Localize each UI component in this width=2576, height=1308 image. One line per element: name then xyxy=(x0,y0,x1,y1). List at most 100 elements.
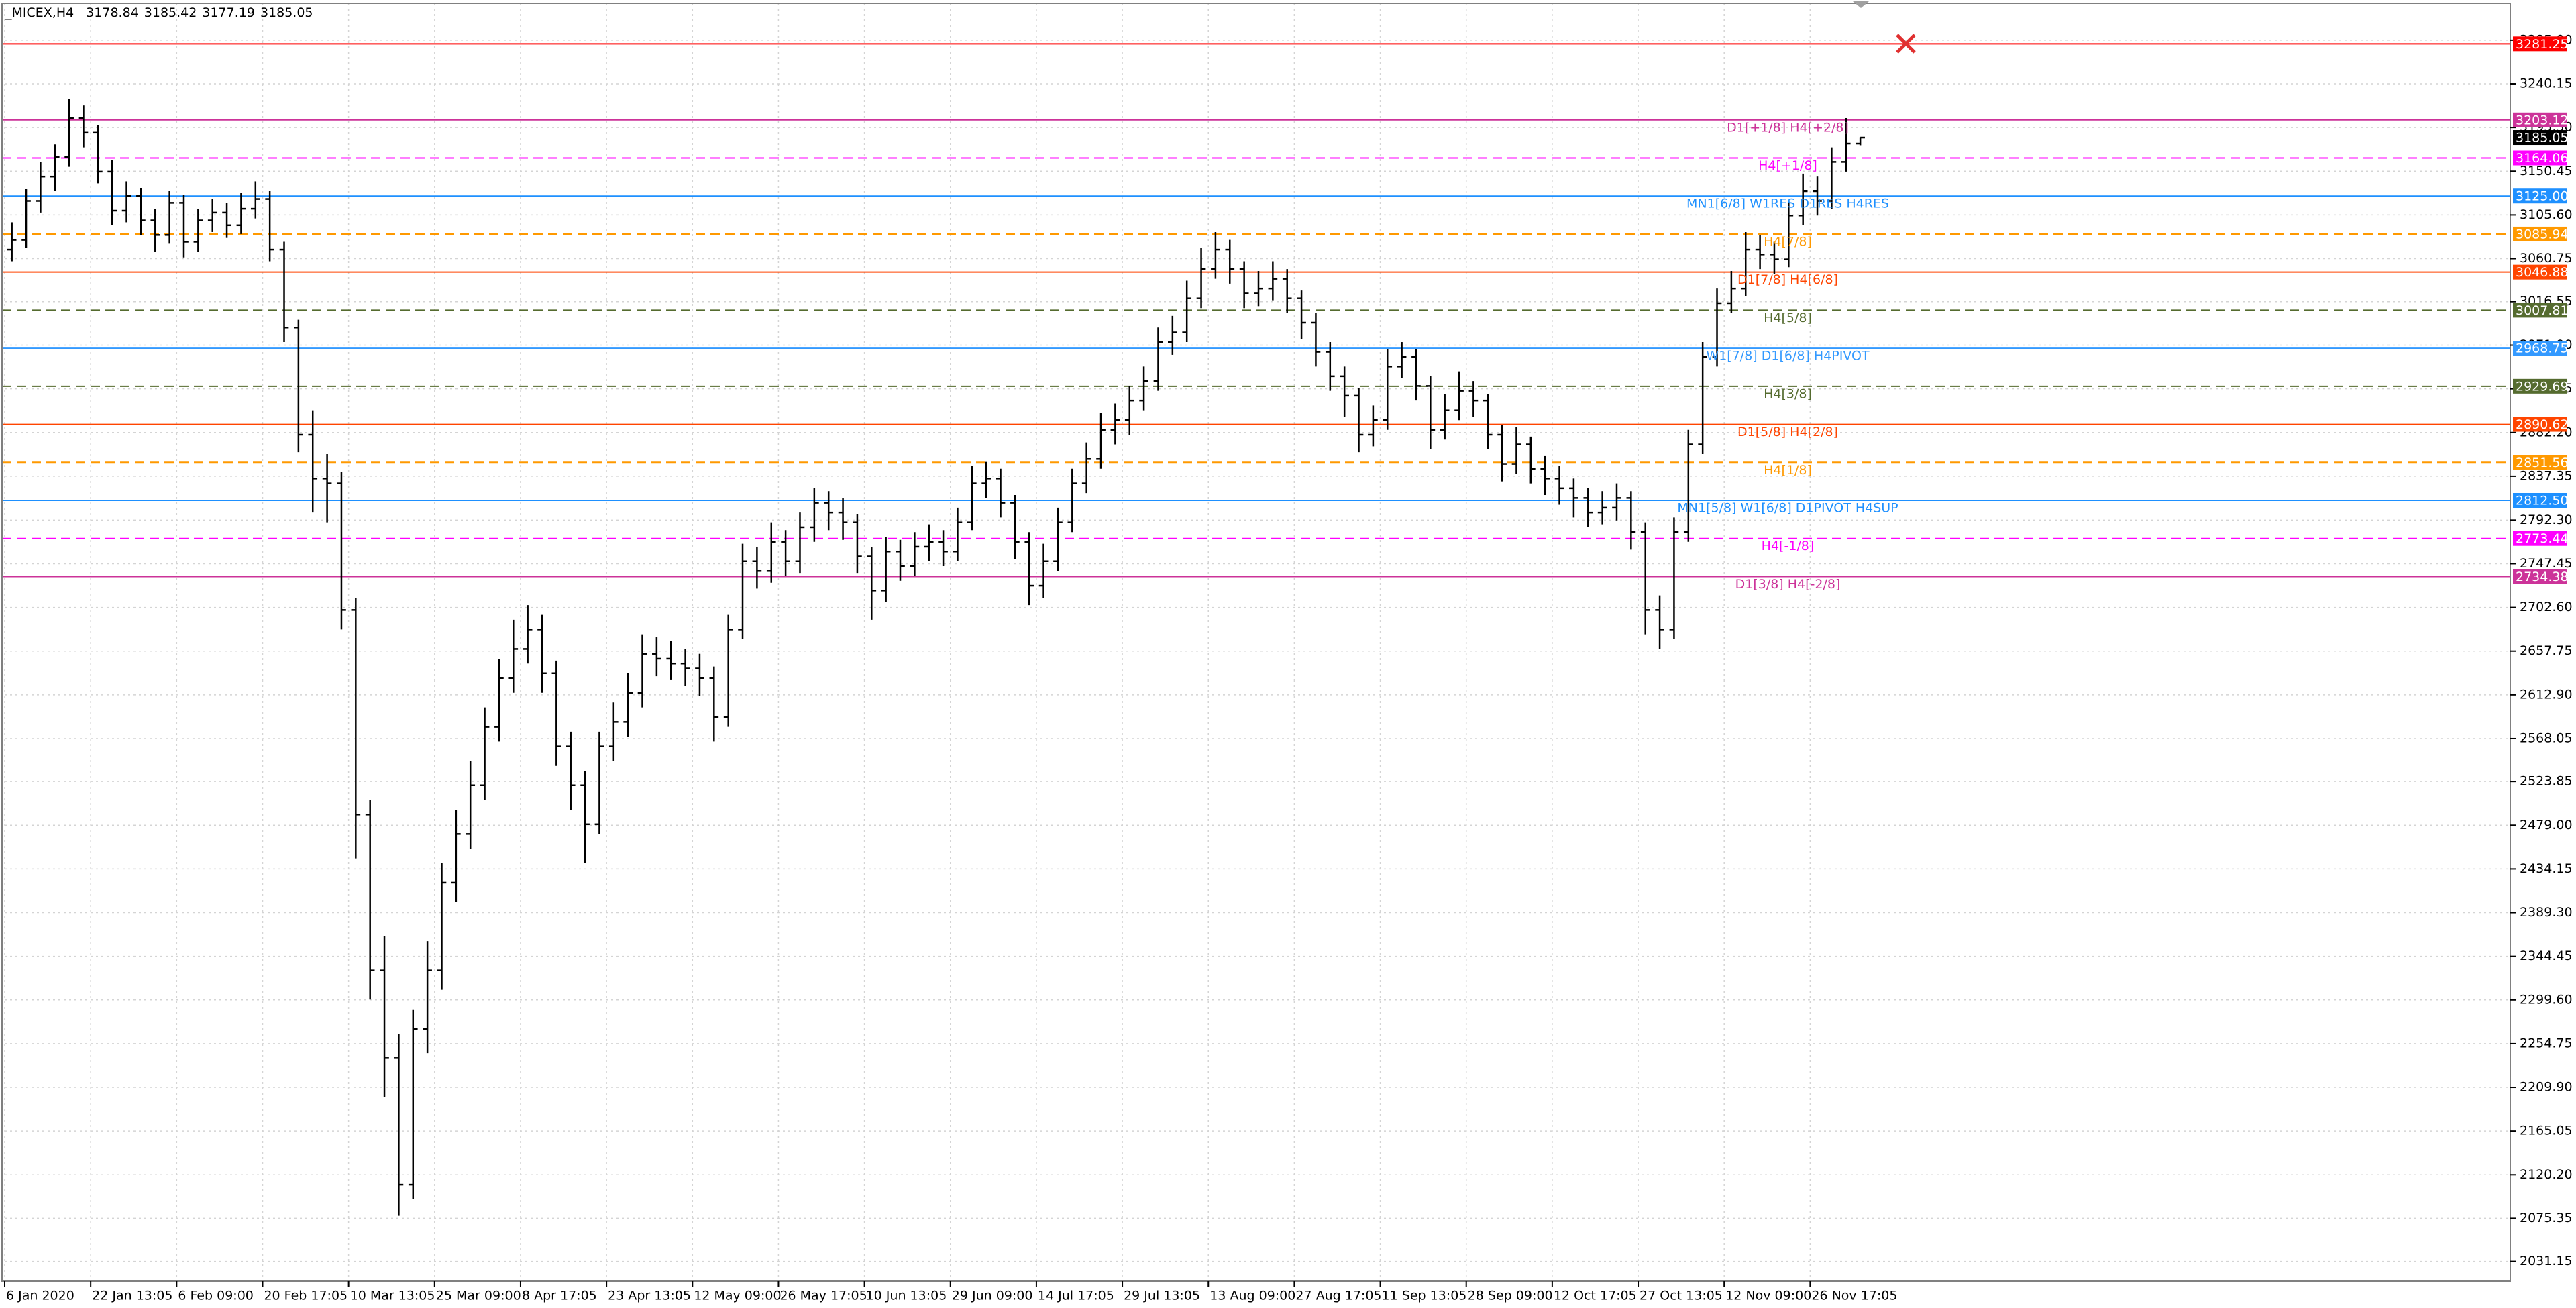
ohlc-bar xyxy=(1354,388,1364,453)
ohlc-bar xyxy=(723,614,733,727)
ohlc-bar xyxy=(1813,176,1822,216)
x-tick-label: 29 Jun 09:00 xyxy=(952,1289,1033,1303)
ohlc-bar xyxy=(1626,491,1636,550)
x-tick-label: 28 Sep 09:00 xyxy=(1468,1289,1553,1303)
ohlc-bar xyxy=(781,530,790,576)
ohlc-bar xyxy=(1856,136,1865,146)
close-icon[interactable] xyxy=(1896,34,1916,54)
ohlc-bar xyxy=(1583,488,1593,527)
ohlc-value: 3185.05 xyxy=(260,5,313,20)
ohlc-bar xyxy=(121,181,131,223)
level-label: H4[3/8] xyxy=(1764,386,1812,401)
ohlc-value: 3177.19 xyxy=(202,5,255,20)
ohlc-bar xyxy=(1655,595,1664,649)
x-tick-label: 10 Mar 13:05 xyxy=(350,1289,435,1303)
level-price-label: 3164.06 xyxy=(2516,151,2569,166)
ohlc-bar xyxy=(551,660,561,766)
ohlc-bar xyxy=(1340,366,1349,417)
ohlc-bar xyxy=(308,410,318,513)
ohlc-bar xyxy=(1770,241,1779,274)
ohlc-bar xyxy=(1081,442,1091,494)
ohlc-bar xyxy=(437,863,447,990)
level-price-label: 2851.56 xyxy=(2516,455,2569,470)
ohlc-bar xyxy=(1554,466,1564,505)
ohlc-bar xyxy=(1182,280,1192,343)
ohlc-bar xyxy=(1225,239,1235,284)
y-tick-label: 2165.05 xyxy=(2520,1124,2573,1138)
level-price-box xyxy=(2513,188,2567,204)
plot-frame xyxy=(1,3,2511,1282)
y-tick-label: 2523.85 xyxy=(2520,774,2573,789)
ohlc-bar xyxy=(1325,342,1335,391)
ohlc-bar xyxy=(1010,495,1020,559)
current-price-label: 3185.05 xyxy=(2516,131,2569,146)
y-tick-label: 2209.90 xyxy=(2520,1080,2573,1095)
close-button[interactable] xyxy=(1896,34,1916,54)
level-label: H4[5/8] xyxy=(1764,311,1812,325)
level-label: H4[+1/8] xyxy=(1758,158,1817,173)
ohlc-bar xyxy=(1211,231,1220,279)
ohlc-bar xyxy=(250,181,260,219)
ohlc-bar xyxy=(1483,393,1493,449)
level-price-box xyxy=(2513,417,2567,432)
ohlc-bar xyxy=(136,188,146,235)
level-price-label: 3046.88 xyxy=(2516,265,2569,280)
ohlc-bar xyxy=(1024,532,1034,606)
y-tick-label: 3105.60 xyxy=(2520,207,2573,222)
level-price-box xyxy=(2513,493,2567,508)
ohlc-value: 3185.42 xyxy=(144,5,197,20)
ohlc-bar xyxy=(666,641,676,680)
ohlc-bar xyxy=(996,468,1006,518)
y-tick-label: 2299.60 xyxy=(2520,992,2573,1007)
ohlc-bar xyxy=(910,532,920,576)
ohlc-bar xyxy=(1168,315,1177,355)
chart-header: _MICEX,H4 3178.84 3185.42 3177.19 3185.05 xyxy=(5,5,313,20)
ohlc-bar xyxy=(1139,366,1148,411)
ohlc-bar xyxy=(1497,425,1507,482)
ohlc-bar xyxy=(1096,413,1106,469)
symbol: _MICEX,H4 xyxy=(5,5,74,20)
level-price-label: 2773.44 xyxy=(2516,531,2569,546)
ohlc-bar xyxy=(64,99,74,167)
labels: 3285.003240.153195.303150.453105.603060.… xyxy=(6,32,2573,1303)
ohlc-bar xyxy=(1254,271,1263,307)
level-price-label: 3203.12 xyxy=(2516,113,2569,127)
ohlc-bar xyxy=(738,543,747,639)
ohlc-bar xyxy=(953,507,963,561)
ohlc-bar xyxy=(1597,491,1607,525)
x-tick-label: 20 Feb 17:05 xyxy=(264,1289,347,1303)
x-tick-label: 12 Oct 17:05 xyxy=(1554,1289,1637,1303)
level-price-label: 3085.94 xyxy=(2516,227,2569,241)
ohlc-bar xyxy=(508,619,519,693)
ohlc-bar xyxy=(967,466,977,531)
ohlc-bar xyxy=(1755,235,1765,270)
ohlc-bar xyxy=(1569,478,1578,518)
ohlc-bar xyxy=(7,222,17,262)
ohlc-bar xyxy=(523,605,533,664)
y-tick-label: 2389.30 xyxy=(2520,905,2573,920)
ohlc-bar xyxy=(652,637,661,677)
levels xyxy=(2,43,2510,578)
ohlc-bar xyxy=(1841,118,1851,172)
x-tick-label: 11 Sep 13:05 xyxy=(1382,1289,1467,1303)
y-tick-label: 2479.00 xyxy=(2520,818,2573,832)
level-price-box xyxy=(2513,455,2567,470)
ohlc-bar xyxy=(408,1009,418,1199)
ohlc-bar xyxy=(179,195,189,258)
level-price-box xyxy=(2513,150,2567,166)
level-price-label: 2929.69 xyxy=(2516,379,2569,394)
ohlc-bar xyxy=(1640,522,1650,635)
ohlc-bar xyxy=(838,498,848,540)
y-tick-label: 2657.75 xyxy=(2520,643,2573,658)
y-tick-label: 2120.20 xyxy=(2520,1167,2573,1182)
ohlc-bar xyxy=(36,162,46,213)
ohlc-bar xyxy=(1124,386,1134,435)
level-label: D1[7/8] H4[6/8] xyxy=(1737,272,1838,287)
level-price-box xyxy=(2513,36,2567,52)
ohlc-bar xyxy=(107,160,117,225)
ohlc-bar xyxy=(1511,427,1521,474)
ohlc-bar xyxy=(1798,173,1808,225)
y-tick-label: 2792.30 xyxy=(2520,512,2573,527)
